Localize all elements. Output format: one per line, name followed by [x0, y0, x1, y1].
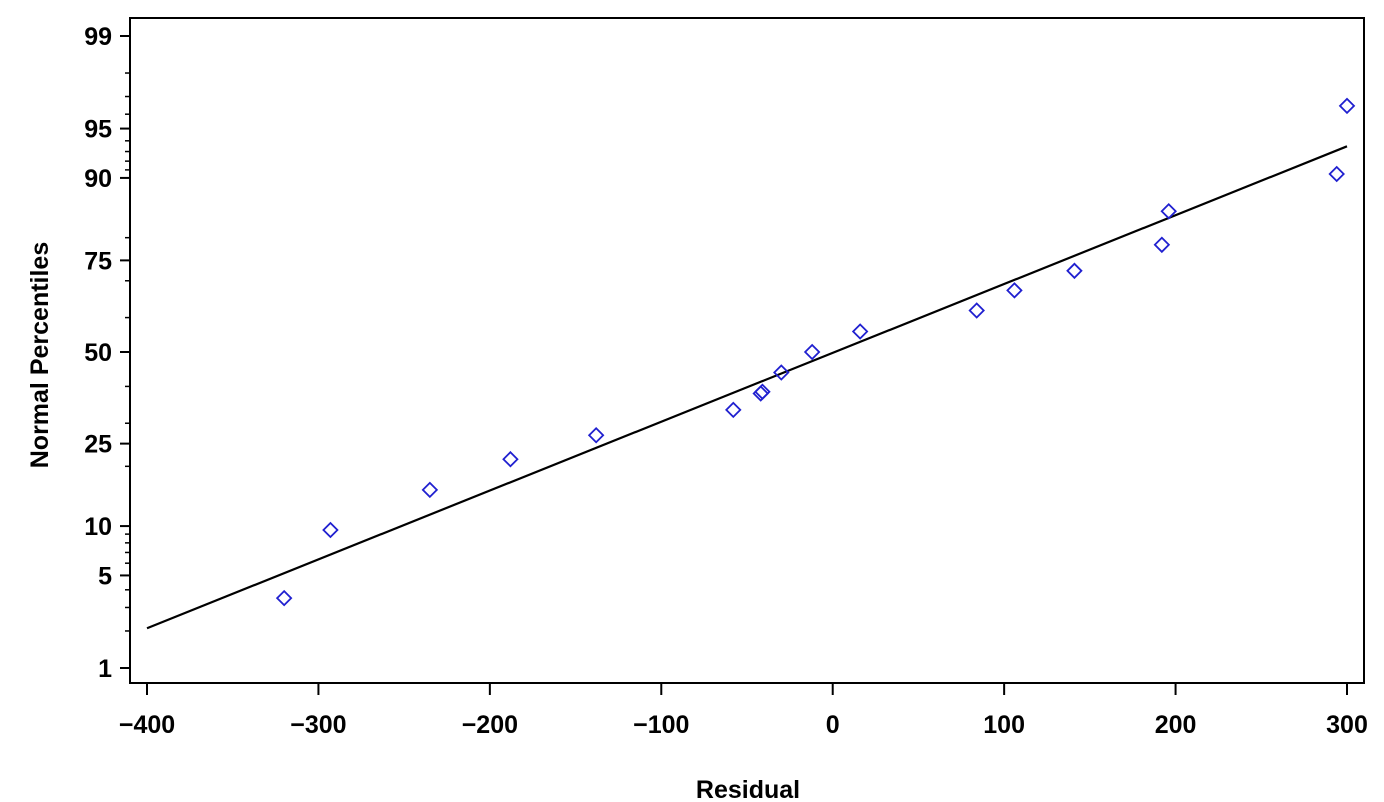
x-tick-label: 100 — [983, 711, 1025, 739]
y-tick-label: 5 — [98, 562, 112, 590]
x-tick-label: −200 — [462, 711, 518, 739]
data-point — [968, 302, 985, 319]
x-tick-label: 300 — [1326, 711, 1368, 739]
data-point — [851, 323, 869, 340]
y-tick-label: 25 — [84, 431, 112, 459]
y-axis: 1 5 10 25 50 75 90 95 99 — [84, 23, 130, 683]
data-point — [587, 426, 605, 444]
data-point — [421, 481, 439, 499]
x-axis: −400 −300 −200 −100 0 100 200 300 — [119, 683, 1368, 739]
y-tick-label: 10 — [84, 513, 112, 541]
y-tick-label: 90 — [84, 165, 112, 193]
y-axis-title: Normal Percentiles — [26, 242, 54, 469]
x-tick-label: 200 — [1155, 711, 1197, 739]
fit-line-group — [146, 145, 1348, 630]
data-point — [1153, 236, 1171, 254]
x-axis-title: Residual — [696, 776, 800, 802]
data-point — [803, 343, 821, 361]
data-point — [1006, 282, 1023, 299]
data-point — [1160, 202, 1177, 220]
y-tick-label: 1 — [98, 655, 112, 683]
data-point — [1338, 97, 1356, 115]
data-point — [725, 401, 742, 419]
data-points — [275, 97, 1356, 607]
data-point — [322, 521, 339, 539]
data-point — [1328, 165, 1345, 183]
data-point — [275, 589, 293, 607]
x-tick-label: −300 — [290, 711, 346, 739]
x-tick-label: 0 — [826, 711, 840, 739]
data-point — [1066, 262, 1083, 280]
y-tick-label: 75 — [84, 247, 112, 275]
x-tick-label: −100 — [633, 711, 689, 739]
x-tick-label: −400 — [119, 711, 175, 739]
data-point — [502, 450, 519, 468]
fit-line — [146, 145, 1348, 630]
y-tick-label: 99 — [84, 23, 112, 51]
data-point — [754, 383, 771, 400]
data-point — [773, 364, 790, 381]
y-tick-label: 95 — [84, 116, 112, 144]
plot-frame — [129, 17, 1365, 684]
y-tick-label: 50 — [84, 339, 112, 367]
plot-border — [129, 17, 1365, 684]
